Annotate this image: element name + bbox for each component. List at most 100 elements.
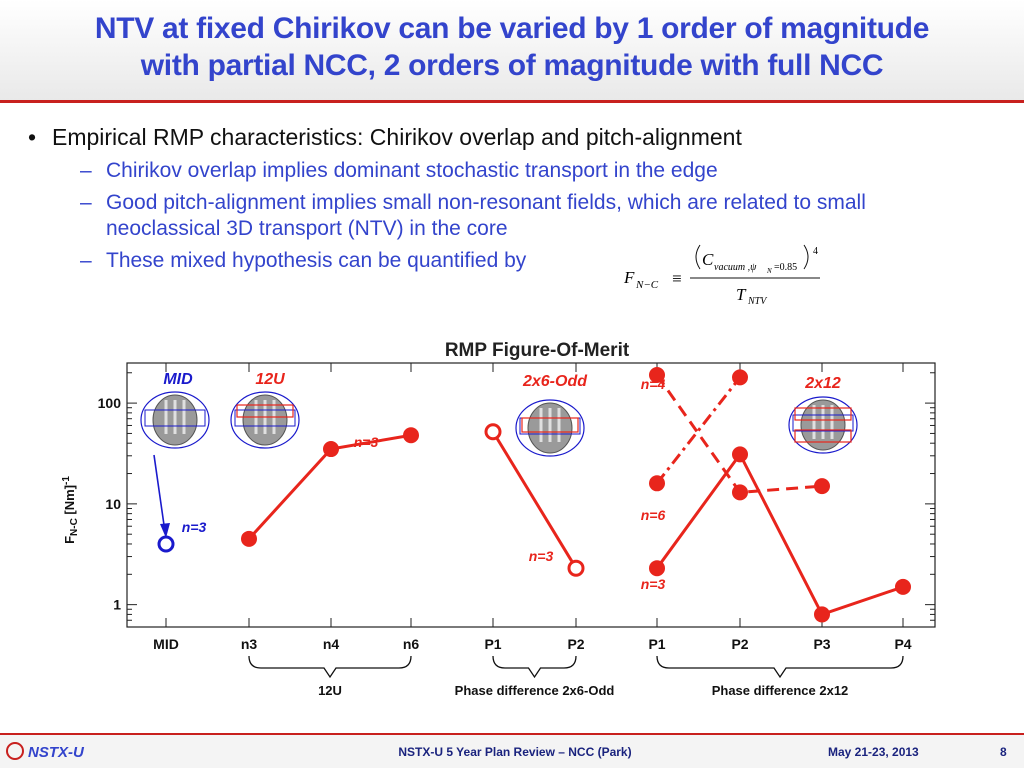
sub-bullet-1: – Chirikov overlap implies dominant stoch… bbox=[74, 158, 1018, 184]
12u-coil-icon bbox=[230, 391, 300, 449]
coil-outline bbox=[515, 399, 585, 457]
coil-band bbox=[234, 409, 296, 427]
left-paren-icon bbox=[695, 244, 701, 270]
coil-band-red bbox=[794, 407, 852, 421]
group-label: Phase difference 2x12 bbox=[712, 683, 849, 698]
formula-lhs: F bbox=[623, 268, 635, 287]
plot-area: 1 10 100 MID n3 n4 n6 P1 P2 P1 P2 P3 P4 12U Phase diff… bbox=[98, 362, 936, 698]
y-axis-label-main: F bbox=[62, 536, 77, 544]
x-tick-label: P2 bbox=[731, 636, 748, 652]
mid-arrow bbox=[153, 454, 166, 533]
coil-outline bbox=[140, 391, 210, 449]
x-tick-label: n6 bbox=[403, 636, 420, 652]
sub-bullet-3: – These mixed hypothesis can be quantifie… bbox=[74, 248, 1018, 274]
data-point bbox=[732, 484, 748, 501]
x-tick-label: P4 bbox=[894, 636, 911, 652]
data-point-open bbox=[567, 559, 585, 577]
series-line bbox=[655, 376, 742, 485]
formula-equiv: ≡ bbox=[672, 269, 682, 288]
data-point bbox=[895, 578, 911, 595]
formula-denominator: T bbox=[736, 285, 747, 304]
y-axis-label: FN-C [Nm]-1 bbox=[61, 476, 80, 544]
config-label: 2x6-Odd bbox=[522, 373, 588, 390]
dash-icon: – bbox=[80, 191, 92, 214]
formula-numerator-value: =0.85 bbox=[774, 262, 797, 273]
data-point bbox=[732, 369, 748, 386]
x-tick-label: P1 bbox=[648, 636, 665, 652]
y-axis-label-unit: [Nm] bbox=[62, 485, 77, 518]
series-annotation: n=6 bbox=[641, 507, 666, 523]
data-point bbox=[241, 530, 257, 547]
data-point bbox=[649, 560, 665, 577]
data-point bbox=[323, 441, 339, 458]
series-line bbox=[655, 374, 823, 494]
x-tick-label: P2 bbox=[567, 636, 584, 652]
logo-text: NSTX-U bbox=[28, 744, 84, 761]
chart-title: RMP Figure-Of-Merit bbox=[445, 340, 630, 361]
footer-center-text: NSTX-U 5 Year Plan Review – NCC (Park) bbox=[398, 745, 632, 759]
series-annotation: n=3 bbox=[641, 576, 666, 592]
series-annotation: n=3 bbox=[529, 548, 554, 564]
bullet-list: • Empirical RMP characteristics: Chirikov… bbox=[28, 122, 1018, 274]
series-line bbox=[491, 430, 578, 569]
x-tick-label: MID bbox=[153, 636, 179, 652]
data-point bbox=[649, 367, 665, 384]
group-label: Phase difference 2x6-Odd bbox=[455, 683, 615, 698]
data-point bbox=[732, 446, 748, 463]
right-paren-icon bbox=[803, 244, 809, 270]
x-tick-label: P3 bbox=[813, 636, 830, 652]
sub-bullet-text: These mixed hypothesis can be quantified… bbox=[106, 249, 527, 272]
y-tick-label: 1 bbox=[113, 597, 121, 613]
bullet-item: • Empirical RMP characteristics: Chirikov… bbox=[28, 122, 1018, 152]
logo-ring-icon bbox=[6, 742, 24, 760]
footer bbox=[0, 735, 1024, 768]
formula-exponent: 4 bbox=[813, 246, 818, 257]
formula-numerator-sub2: N bbox=[766, 267, 772, 275]
data-point-open bbox=[157, 535, 175, 553]
x-tick-label: P1 bbox=[484, 636, 501, 652]
data-point bbox=[814, 606, 830, 623]
group-label: 12U bbox=[318, 683, 342, 698]
slide-title: NTV at fixed Chirikov can be varied by 1… bbox=[0, 10, 1024, 84]
data-point bbox=[649, 475, 665, 492]
y-tick-label: 100 bbox=[98, 395, 122, 411]
coil-band-red bbox=[521, 417, 579, 433]
sub-bullet-2: – Good pitch-alignment implies small non-… bbox=[74, 190, 966, 242]
title-bar: NTV at fixed Chirikov can be varied by 1… bbox=[0, 0, 1024, 100]
figure-of-merit-formula: F N−C ≡ C vacuum ,ψ N =0.85 4 T NTV bbox=[623, 244, 820, 307]
2x12-coil-icon bbox=[788, 396, 858, 454]
group-bracket bbox=[248, 655, 412, 679]
sub-bullet-text: Chirikov overlap implies dominant stocha… bbox=[106, 159, 718, 182]
title-divider bbox=[0, 100, 1024, 103]
bullet-text: Empirical RMP characteristics: Chirikov … bbox=[52, 124, 742, 150]
coil-band-red bbox=[794, 429, 852, 443]
dash-icon: – bbox=[80, 159, 92, 182]
series-annotation: n=4 bbox=[641, 376, 666, 392]
formula-numerator-sub: vacuum ,ψ bbox=[714, 262, 757, 273]
dash-icon: – bbox=[80, 249, 92, 272]
y-axis-label-sub: N-C bbox=[69, 518, 80, 536]
data-point bbox=[814, 478, 830, 495]
page-number: 8 bbox=[1000, 745, 1007, 759]
group-bracket bbox=[656, 655, 904, 679]
coil-band-red bbox=[236, 404, 294, 418]
coil-outline bbox=[788, 396, 858, 454]
coil-band bbox=[792, 414, 854, 432]
config-label: 12U bbox=[255, 371, 285, 388]
y-axis-label-sup: -1 bbox=[61, 476, 72, 485]
x-tick-label: n3 bbox=[241, 636, 258, 652]
coil-band bbox=[144, 409, 206, 427]
plot-frame bbox=[126, 362, 936, 628]
data-point bbox=[403, 427, 419, 444]
series-annotation: n=3 bbox=[182, 519, 207, 535]
figure-of-merit-chart: RMP Figure-Of-Merit 1 10 100 MID n3 n4 n6 P1 P2 P… bbox=[61, 340, 936, 698]
coil-outline bbox=[230, 391, 300, 449]
y-tick-label: 10 bbox=[105, 496, 121, 512]
arrow-head-icon bbox=[160, 523, 170, 538]
series-annotation: n=3 bbox=[354, 434, 379, 450]
formula-denominator-sub: NTV bbox=[747, 296, 768, 307]
footer-date: May 21-23, 2013 bbox=[828, 745, 919, 759]
config-label: 2x12 bbox=[804, 375, 841, 392]
title-line-1: NTV at fixed Chirikov can be varied by 1… bbox=[94, 12, 930, 45]
formula-numerator: C bbox=[702, 250, 714, 269]
